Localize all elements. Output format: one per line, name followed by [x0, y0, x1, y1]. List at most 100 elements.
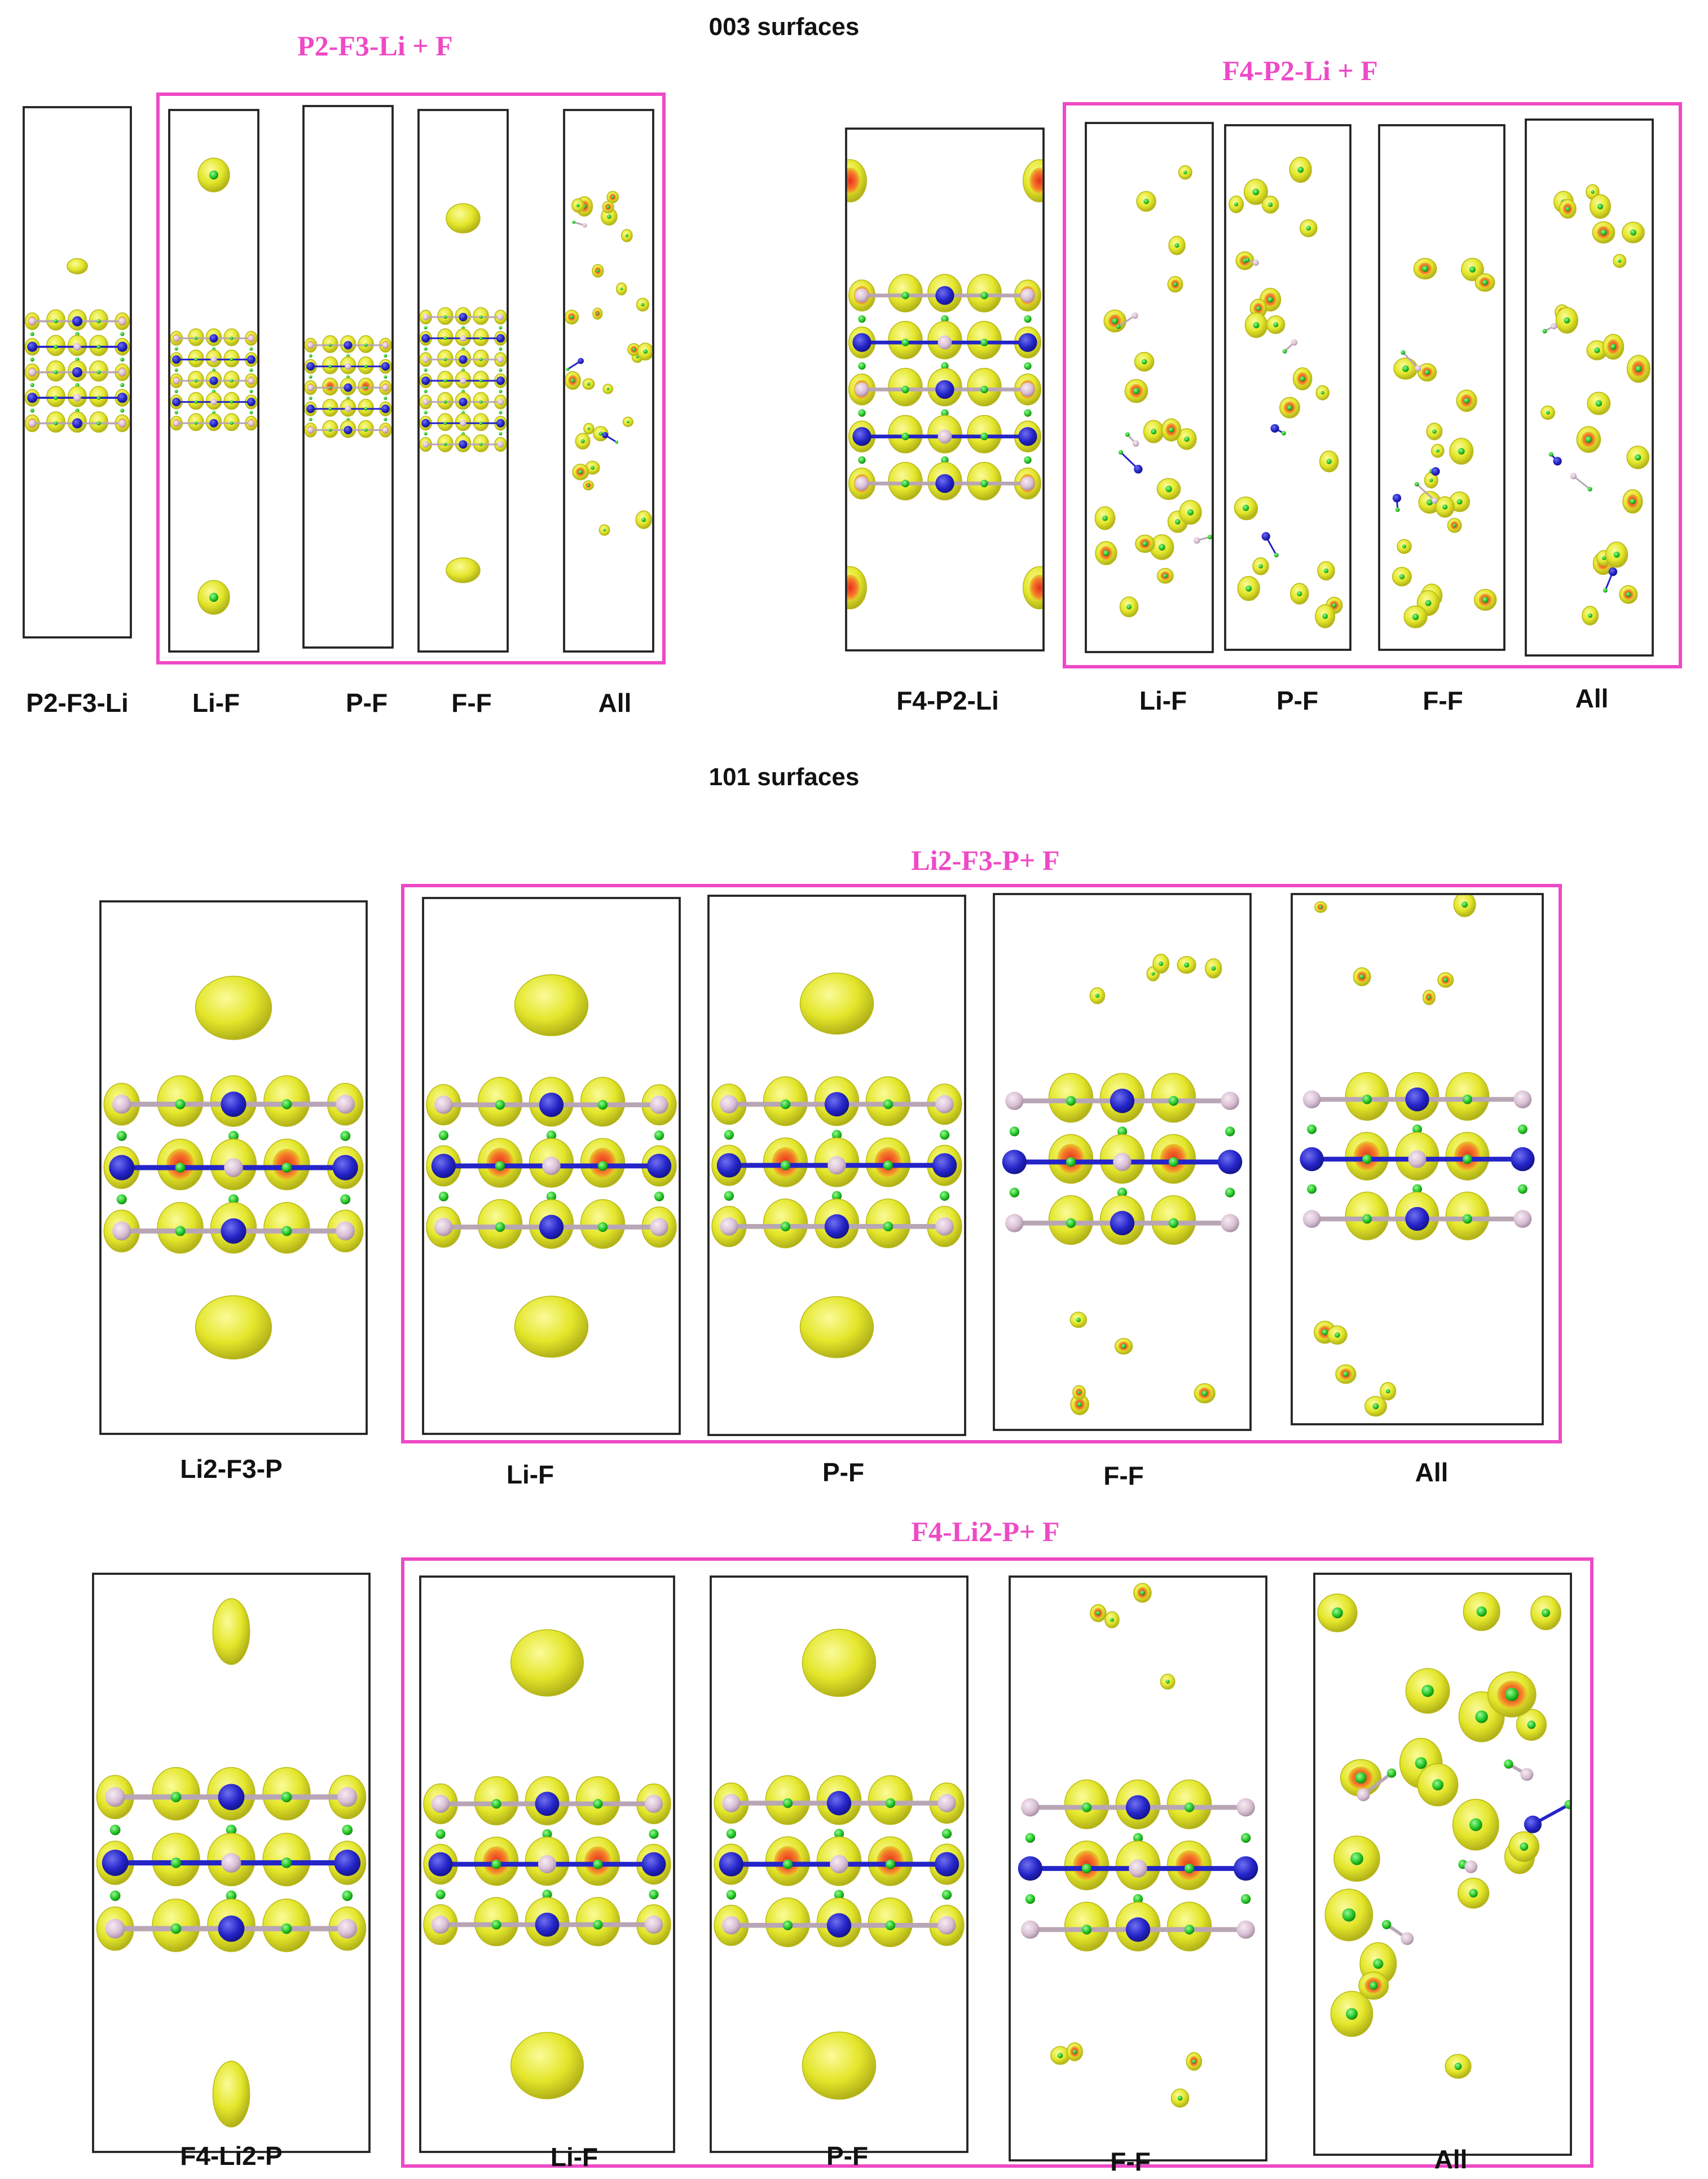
f-atom [174, 368, 178, 372]
f-atom [858, 456, 866, 464]
unit-cell-outline [168, 109, 259, 653]
p-atom [422, 398, 429, 406]
p-atom [173, 420, 180, 426]
structure-003b-p-f [1224, 124, 1352, 651]
f-atom [1362, 1154, 1372, 1164]
p-atom [1221, 1214, 1239, 1232]
f-atom [228, 1194, 239, 1205]
li-atom [826, 1913, 852, 1938]
structure-003a-all [563, 109, 654, 653]
f-atom [1268, 202, 1273, 207]
f-atom [120, 383, 125, 388]
li-atom [1270, 424, 1279, 433]
li-atom [646, 1154, 672, 1178]
f-atom [1412, 1124, 1422, 1134]
f-atom [226, 1890, 237, 1901]
p-atom [720, 1217, 738, 1236]
p-atom [210, 398, 217, 406]
group-title-li2-f3-p: Li2-F3-P+ F [911, 844, 1059, 876]
f-atom [1159, 961, 1164, 966]
f-atom [424, 368, 428, 372]
p-atom [337, 1918, 358, 1939]
li-atom [221, 1091, 246, 1117]
p-atom [307, 342, 314, 349]
f-atom [194, 378, 198, 383]
f-atom [364, 407, 368, 411]
p-atom [28, 317, 36, 325]
li-atom [935, 380, 954, 399]
f-atom [1168, 1157, 1179, 1167]
f-atom [1143, 199, 1149, 204]
f-atom [1482, 280, 1488, 285]
f-atom [1187, 509, 1194, 516]
f-atom [1542, 329, 1547, 334]
charge-density-hotspot [1029, 168, 1044, 194]
f-atom [435, 1890, 446, 1900]
p-atom [722, 1794, 741, 1812]
f-atom [649, 1829, 659, 1839]
f-atom [54, 370, 58, 375]
f-atom [641, 303, 645, 307]
p-atom [1132, 312, 1138, 319]
li-atom [496, 334, 505, 343]
p-atom [497, 356, 504, 363]
f-atom [1116, 324, 1121, 329]
p-atom [73, 394, 81, 402]
f-atom [980, 338, 988, 346]
f-atom [1443, 978, 1448, 983]
f-atom [858, 315, 866, 323]
f-atom [1024, 315, 1032, 323]
f-atom [1117, 1187, 1128, 1198]
f-atom [597, 1100, 608, 1110]
f-atom [364, 343, 368, 347]
p-atom [1252, 259, 1259, 266]
f-atom [194, 421, 198, 425]
f-atom [109, 1824, 121, 1835]
p-atom [248, 335, 255, 342]
li-atom [1511, 1147, 1535, 1172]
f-atom [1469, 1818, 1482, 1832]
p-atom [210, 356, 217, 363]
panel-label-003a-f-f: F-F [451, 688, 492, 717]
li-atom [535, 1791, 560, 1816]
f-atom [1548, 452, 1553, 457]
p-atom [1570, 473, 1577, 479]
li-atom [1018, 333, 1037, 352]
li-atom [1018, 1856, 1043, 1881]
li-atom [539, 1214, 564, 1239]
f-atom [309, 354, 312, 358]
panel-content [1002, 953, 1243, 1415]
unit-cell-outline [710, 1575, 969, 2153]
f-atom [1245, 257, 1250, 262]
p-atom [937, 1794, 956, 1812]
f-atom [443, 358, 447, 362]
f-atom [649, 1890, 659, 1900]
group-title-p2-f3-li: P2-F3-Li + F [297, 30, 453, 61]
p-atom [1302, 1210, 1321, 1228]
li-atom [852, 427, 871, 446]
f-atom [625, 234, 628, 237]
f-atom [340, 1194, 351, 1205]
f-atom [1618, 259, 1622, 263]
f-atom [384, 375, 388, 379]
charge-density-lobe [446, 557, 481, 583]
f-atom [1081, 1925, 1092, 1935]
f-atom [1463, 1094, 1472, 1104]
f-atom [1412, 613, 1419, 620]
f-atom [495, 1100, 505, 1110]
f-atom [724, 1191, 734, 1201]
structure-003b-li-f [1085, 122, 1214, 653]
f-atom [309, 397, 312, 400]
f-atom [1025, 1894, 1036, 1904]
f-atom [587, 382, 591, 386]
f-atom [1297, 591, 1302, 597]
f-atom [479, 421, 483, 425]
f-atom [1630, 498, 1636, 504]
f-atom [1464, 398, 1470, 404]
p-atom [1431, 497, 1438, 504]
p-atom [855, 476, 869, 491]
li-atom [246, 355, 256, 364]
f-atom [901, 385, 909, 394]
f-atom [1282, 349, 1287, 354]
unit-cell-outline [1378, 124, 1505, 651]
